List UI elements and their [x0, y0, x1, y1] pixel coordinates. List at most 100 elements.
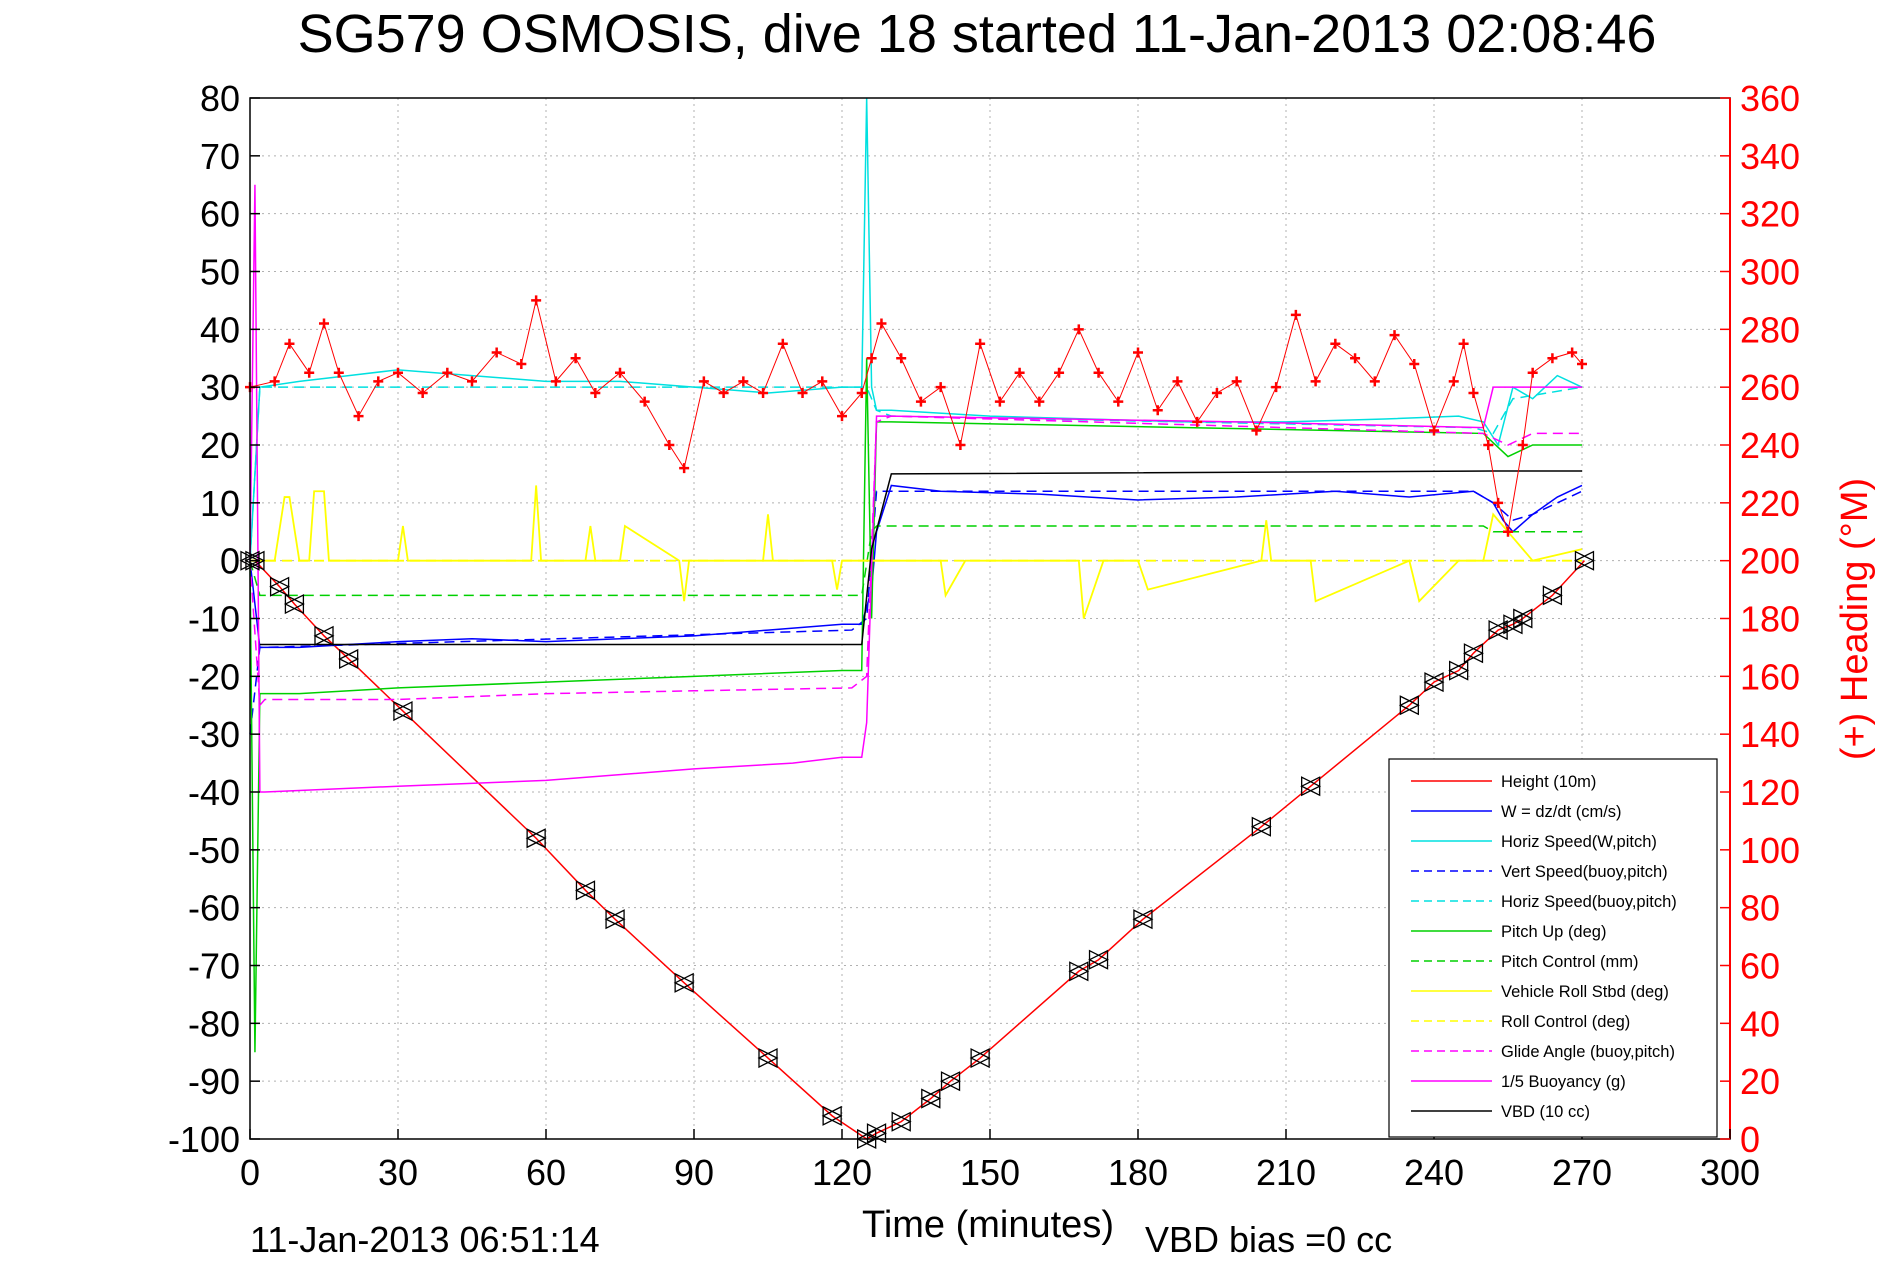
series-line-4 — [249, 386, 1583, 561]
height-marker-left — [673, 972, 694, 993]
chart-title: SG579 OSMOSIS, dive 18 started 11-Jan-20… — [298, 4, 1657, 64]
series-heading — [245, 295, 1587, 537]
y-right-tick-label: 240 — [1740, 425, 1800, 466]
legend-entry-label: Horiz Speed(buoy,pitch) — [1501, 893, 1677, 911]
y-tick-label: -30 — [188, 714, 240, 755]
legend-entry-label: Vehicle Roll Stbd (deg) — [1501, 983, 1669, 1001]
heading-marker — [1458, 338, 1469, 349]
heading-marker — [373, 376, 384, 387]
heading-marker — [319, 318, 329, 329]
height-marker-left — [757, 1047, 778, 1069]
y-tick-label: 30 — [200, 367, 240, 408]
y-right-tick-label: 340 — [1740, 136, 1800, 177]
y-tick-label: -60 — [188, 888, 240, 929]
y-tick-label: 10 — [200, 483, 240, 524]
heading-marker — [1493, 497, 1504, 508]
heading-marker — [550, 376, 561, 387]
heading-marker — [1054, 367, 1065, 378]
y-tick-label: -50 — [188, 830, 240, 871]
y-right-tick-label: 280 — [1740, 309, 1800, 350]
heading-marker — [1211, 387, 1222, 398]
height-marker-left — [969, 1047, 990, 1069]
heading-marker — [615, 367, 625, 378]
footer-date: 11-Jan-2013 06:51:14 — [250, 1219, 600, 1260]
heading-marker — [1093, 367, 1104, 378]
y-right-tick-label: 20 — [1740, 1061, 1780, 1102]
x-tick-label: 120 — [812, 1152, 872, 1193]
heading-marker — [1527, 367, 1538, 378]
x-tick-label: 240 — [1404, 1152, 1464, 1193]
y-right-tick-label: 160 — [1740, 656, 1800, 697]
heading-marker — [1429, 425, 1439, 436]
heading-marker — [516, 359, 527, 370]
legend-entry-label: Glide Angle (buoy,pitch) — [1501, 1043, 1675, 1061]
heading-marker — [1231, 376, 1242, 387]
height-marker-left — [575, 880, 596, 901]
y-right-tick-label: 60 — [1740, 946, 1780, 987]
heading-marker — [955, 440, 966, 450]
x-tick-label: 150 — [960, 1152, 1020, 1193]
heading-marker — [491, 347, 502, 358]
height-marker-left — [1068, 961, 1089, 982]
x-tick-label: 270 — [1552, 1152, 1612, 1193]
x-tick-label: 300 — [1700, 1152, 1760, 1193]
axes — [249, 97, 1731, 1140]
y-right-tick-label: 100 — [1740, 830, 1800, 871]
x-tick-label: 90 — [674, 1152, 714, 1193]
heading-marker — [817, 376, 828, 387]
heading-marker — [1014, 367, 1025, 378]
heading-marker — [417, 387, 428, 398]
height-marker-left — [1132, 909, 1153, 930]
legend-entry-label: Height (10m) — [1501, 773, 1596, 791]
heading-marker — [698, 376, 709, 387]
height-marker-left — [1423, 672, 1444, 693]
heading-marker — [718, 387, 729, 398]
heading-marker — [935, 382, 946, 393]
footer-vbd-bias: VBD bias =0 cc — [1145, 1219, 1392, 1260]
series-line-10 — [249, 184, 1582, 793]
height-marker-left — [920, 1088, 941, 1109]
height-marker-left — [940, 1071, 961, 1092]
series-heading-line — [249, 300, 1583, 532]
heading-marker — [570, 353, 581, 364]
heading-marker — [1577, 359, 1587, 370]
height-marker-left — [1088, 949, 1109, 970]
heading-marker — [1152, 405, 1163, 416]
height-marker-left — [890, 1111, 911, 1132]
y-right-tick-label: 200 — [1740, 541, 1800, 582]
legend-entry-label: Vert Speed(buoy,pitch) — [1501, 863, 1668, 881]
x-tick-label: 30 — [378, 1152, 418, 1193]
y-right-tick-label: 360 — [1740, 78, 1800, 119]
y-tick-label: 20 — [200, 425, 240, 466]
heading-marker — [664, 440, 675, 450]
heading-marker — [837, 411, 847, 422]
height-marker-left — [1487, 620, 1508, 641]
series-line-1 — [249, 484, 1583, 649]
height-marker-left — [1541, 585, 1563, 606]
series-line-11 — [259, 470, 1582, 646]
series-line-3 — [249, 490, 1583, 735]
height-marker-left — [1300, 776, 1321, 797]
heading-marker — [393, 367, 403, 378]
height-marker-left — [1398, 695, 1419, 716]
legend-entry-label: 1/5 Buoyancy (g) — [1501, 1073, 1626, 1091]
heading-marker — [994, 396, 1005, 407]
heading-marker — [1517, 440, 1528, 450]
heading-marker — [1192, 416, 1203, 427]
y-right-tick-label: 300 — [1740, 252, 1800, 293]
y-tick-label: 50 — [200, 252, 240, 293]
y-tick-label: -100 — [168, 1119, 240, 1160]
height-markers — [239, 550, 1595, 1150]
heading-marker — [1073, 324, 1084, 335]
heading-marker — [679, 463, 690, 474]
heading-marker — [269, 376, 280, 387]
series-layer — [239, 97, 1595, 1150]
y-right-tick-label: 120 — [1740, 772, 1800, 813]
y-tick-label: -10 — [188, 599, 240, 640]
y-tick-label: -40 — [188, 772, 240, 813]
y-right-tick-label: 0 — [1740, 1119, 1760, 1160]
heading-marker — [467, 376, 477, 387]
legend-entry-label: W = dz/dt (cm/s) — [1501, 803, 1622, 821]
heading-marker — [442, 367, 453, 378]
